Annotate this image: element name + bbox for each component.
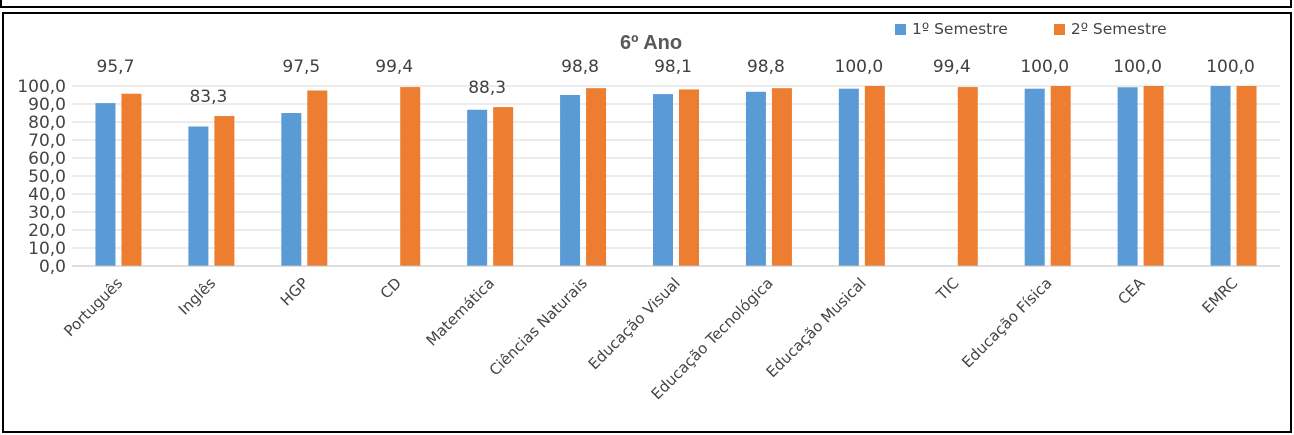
bar-series-1 (188, 126, 209, 266)
bar-series-2 (1143, 86, 1164, 266)
bar-series-1 (560, 95, 581, 266)
bar-series-1 (95, 103, 116, 266)
bar-series-2 (400, 87, 421, 266)
data-label: 99,4 (375, 57, 413, 77)
chart-title: 6º Ano (620, 32, 683, 54)
bar-series-2 (586, 88, 607, 266)
x-tick-label: Educação Física (958, 274, 1055, 371)
top-border-strip (0, 0, 1292, 8)
data-label: 97,5 (282, 57, 320, 77)
legend-label-series-2: 2º Semestre (1070, 20, 1167, 38)
bar-series-2 (679, 89, 699, 266)
data-label: 100,0 (1113, 57, 1162, 77)
data-label: 100,0 (1206, 57, 1255, 77)
bar-series-1 (467, 109, 488, 266)
y-tick-label: 70,0 (28, 131, 66, 151)
bar-series-2 (1050, 86, 1071, 266)
bar-series-2 (864, 86, 885, 266)
data-label: 98,8 (747, 57, 785, 77)
bar-series-1 (1117, 87, 1138, 266)
y-tick-label: 50,0 (28, 167, 66, 187)
bar-series-2 (957, 87, 978, 266)
x-tick-label: EMRC (1199, 274, 1242, 317)
y-tick-label: 0,0 (39, 257, 66, 277)
data-label: 88,3 (468, 78, 506, 98)
legend-item-series-2: 2º Semestre (1053, 20, 1167, 38)
bar-series-1 (745, 91, 766, 266)
y-tick-label: 30,0 (28, 203, 66, 223)
data-label: 95,7 (97, 57, 135, 77)
x-tick-label: CEA (1114, 274, 1149, 309)
y-tick-label: 40,0 (28, 185, 66, 205)
legend-swatch-series-2 (1053, 23, 1065, 35)
data-label: 99,4 (933, 57, 971, 77)
legend-label-series-1: 1º Semestre (912, 20, 1008, 38)
bar-series-1 (1024, 88, 1045, 266)
bar-series-1 (838, 88, 859, 266)
data-label: 83,3 (189, 87, 227, 107)
y-tick-label: 60,0 (28, 149, 66, 169)
x-tick-label: Português (60, 274, 126, 340)
x-tick-label: TIC (932, 274, 962, 304)
x-tick-label: Matemática (423, 274, 498, 349)
legend-swatch-series-1 (895, 23, 906, 35)
data-label: 100,0 (1020, 57, 1069, 77)
y-tick-label: 80,0 (28, 113, 66, 133)
bar-series-2 (214, 116, 235, 266)
bar-series-2 (771, 88, 792, 266)
chart-legend: 1º Semestre 2º Semestre (895, 20, 1167, 38)
bar-series-1 (1210, 86, 1231, 266)
data-label: 100,0 (835, 57, 884, 77)
y-tick-label: 100,0 (17, 77, 66, 97)
bar-series-2 (307, 90, 328, 266)
bar-series-2 (493, 107, 514, 266)
bar-series-2 (121, 93, 142, 267)
y-tick-label: 20,0 (28, 221, 66, 241)
x-tick-label: CD (377, 274, 405, 302)
y-tick-label: 10,0 (28, 239, 66, 259)
x-tick-label: HGP (277, 274, 312, 309)
x-tick-label: Educação Visual (585, 274, 684, 373)
bar-series-2 (1236, 86, 1257, 266)
x-tick-label: Inglês (175, 274, 219, 318)
bar-series-1 (281, 113, 302, 266)
x-tick-label: Educação Musical (763, 274, 870, 381)
data-label: 98,1 (654, 57, 692, 77)
data-label: 98,8 (561, 57, 599, 77)
x-tick-label: Ciências Naturais (486, 274, 591, 379)
legend-item-series-1: 1º Semestre (895, 20, 1008, 38)
y-tick-label: 90,0 (28, 95, 66, 115)
bar-series-1 (653, 94, 673, 266)
